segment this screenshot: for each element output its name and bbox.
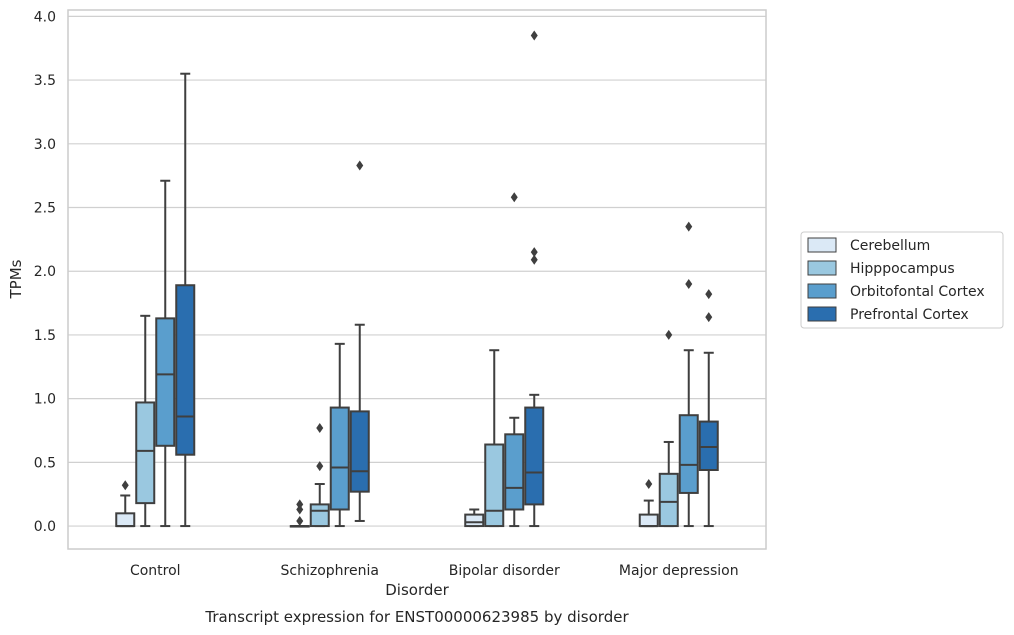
box-iqr: [349, 410, 370, 493]
y-tick-label: 1.0: [34, 392, 56, 408]
box-prefrontal-cortex-3: [698, 289, 719, 528]
outlier-point: [665, 329, 673, 340]
x-tick-label: Major depression: [619, 563, 739, 579]
box-hipppocampus-3: [658, 329, 679, 528]
y-tick-label: 1.5: [34, 328, 56, 344]
box-cerebellum-3: [638, 479, 659, 528]
y-tick-label: 3.0: [34, 137, 56, 153]
box-prefrontal-cortex-1: [349, 160, 370, 522]
box-orbitofontal-cortex-2: [504, 192, 525, 528]
box-iqr: [309, 503, 330, 528]
outlier-point: [296, 515, 304, 526]
legend-label: Orbitofontal Cortex: [850, 284, 985, 300]
outlier-point: [296, 504, 304, 515]
box-iqr: [638, 513, 659, 528]
outlier-point: [530, 254, 538, 265]
x-tick-labels: Control Schizophrenia Bipolar disorder Majo…: [130, 563, 739, 579]
box-cerebellum-0: [115, 480, 136, 528]
y-tick-label: 2.0: [34, 264, 56, 280]
box-iqr: [524, 406, 545, 506]
legend-label: Prefrontal Cortex: [850, 307, 969, 323]
y-axis-label: TPMs: [7, 259, 25, 299]
outlier-point: [121, 480, 129, 491]
gridlines: [68, 15, 766, 527]
box-iqr: [504, 433, 525, 511]
y-tick-label: 4.0: [34, 9, 56, 25]
boxes: [115, 30, 719, 528]
box-orbitofontal-cortex-0: [155, 179, 176, 528]
outlier-point: [530, 247, 538, 258]
box-iqr: [329, 406, 350, 511]
y-tick-label: 2.5: [34, 201, 56, 217]
y-tick-labels: 0.0 0.5 1.0 1.5 2.0 2.5 3.0 3.5 4.0: [34, 9, 56, 535]
legend-swatch: [807, 306, 837, 322]
box-hipppocampus-1: [309, 422, 330, 528]
x-tick-label: Bipolar disorder: [449, 563, 560, 579]
box-iqr: [155, 317, 176, 447]
outlier-point: [705, 312, 713, 323]
outlier-point: [316, 461, 324, 472]
x-tick-label: Schizophrenia: [281, 563, 379, 579]
box-cerebellum-2: [464, 508, 485, 528]
y-tick-label: 0.5: [34, 455, 56, 471]
plot-frame: [67, 9, 767, 550]
box-iqr: [115, 512, 136, 528]
box-cerebellum-1: [289, 499, 310, 528]
chart-caption: Transcript expression for ENST0000062398…: [204, 608, 629, 626]
box-iqr: [698, 420, 719, 471]
box-iqr: [484, 443, 505, 528]
outlier-point: [296, 499, 304, 510]
box-iqr: [678, 414, 699, 494]
box-iqr: [464, 513, 485, 528]
box-prefrontal-cortex-0: [175, 72, 196, 528]
legend-swatch: [807, 283, 837, 299]
legend-label: Hipppocampus: [850, 261, 955, 277]
legend-swatch: [807, 237, 837, 253]
box-orbitofontal-cortex-3: [678, 221, 699, 528]
y-tick-label: 0.0: [34, 519, 56, 535]
legend-label: Cerebellum: [850, 238, 930, 254]
box-prefrontal-cortex-2: [524, 30, 545, 528]
box-hipppocampus-2: [484, 349, 505, 528]
y-tick-label: 3.5: [34, 73, 56, 89]
box-iqr: [175, 284, 196, 456]
outlier-point: [685, 278, 693, 289]
outlier-point: [316, 422, 324, 433]
legend-frame: [800, 231, 1004, 329]
outlier-point: [705, 289, 713, 300]
outlier-point: [685, 221, 693, 232]
box-hipppocampus-0: [135, 314, 156, 528]
x-axis-label: Disorder: [385, 581, 449, 599]
outlier-point: [530, 30, 538, 41]
outlier-point: [645, 479, 653, 490]
legend: Cerebellum Hipppocampus Orbitofontal Corte…: [800, 231, 1004, 329]
legend-swatch: [807, 260, 837, 276]
x-tick-label: Control: [130, 563, 181, 579]
box-iqr: [135, 401, 156, 505]
box-orbitofontal-cortex-1: [329, 342, 350, 528]
outlier-point: [356, 160, 364, 171]
box-iqr: [658, 472, 679, 528]
outlier-point: [510, 192, 518, 203]
